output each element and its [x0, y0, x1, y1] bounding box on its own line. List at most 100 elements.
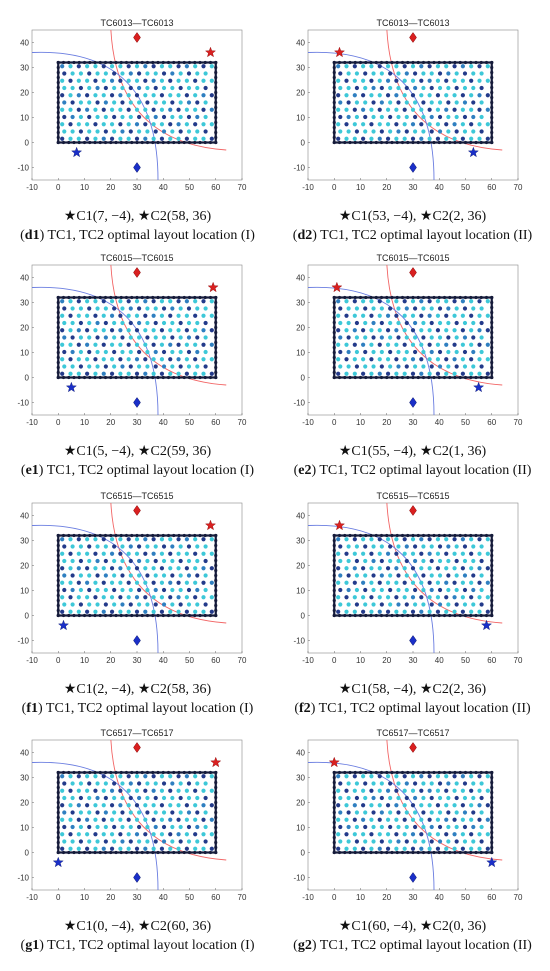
- panel-title: TC6015—TC6015: [100, 253, 173, 263]
- dot: [413, 824, 418, 830]
- border-dot: [82, 613, 87, 618]
- red-star-c2: [205, 519, 216, 531]
- blue-diamond-marker: [409, 162, 417, 173]
- dot: [76, 107, 81, 112]
- x-tick-label: 60: [487, 893, 496, 902]
- dot: [70, 544, 75, 549]
- border-dot: [332, 598, 336, 603]
- dot: [419, 371, 424, 376]
- dot: [462, 781, 468, 786]
- dot: [76, 328, 81, 333]
- dot: [354, 587, 360, 593]
- border-dot: [187, 140, 192, 145]
- dot: [338, 795, 343, 801]
- border-dot: [56, 830, 60, 835]
- dot: [369, 122, 374, 127]
- dot: [394, 566, 399, 571]
- dot: [151, 580, 156, 585]
- border-dot: [395, 770, 399, 775]
- border-dot: [161, 770, 165, 775]
- border-dot: [421, 613, 426, 618]
- dot: [469, 551, 474, 556]
- dot: [369, 609, 374, 614]
- border-dot: [490, 583, 494, 588]
- dot: [178, 71, 183, 76]
- border-dot: [406, 375, 410, 380]
- dot: [178, 558, 183, 564]
- dot: [95, 349, 100, 355]
- dot: [184, 817, 189, 822]
- border-dot: [332, 65, 336, 70]
- x-tick-label: -10: [26, 418, 38, 427]
- dot: [87, 306, 92, 311]
- border-dot: [103, 60, 108, 65]
- dot: [120, 810, 125, 815]
- dot: [427, 846, 432, 851]
- dot: [460, 846, 465, 851]
- dot: [396, 602, 401, 607]
- dot: [479, 602, 484, 607]
- border-dot: [490, 100, 494, 105]
- border-dot: [198, 613, 202, 618]
- dot: [145, 602, 150, 607]
- border-dot: [442, 613, 447, 618]
- panel-d1: TC6013—TC6013-10 0 10 20 30 40 50 60 70-10010203…: [17, 18, 247, 192]
- border-dot: [56, 305, 60, 310]
- dot: [168, 78, 173, 83]
- dot: [85, 803, 90, 808]
- dot: [186, 587, 192, 593]
- border-dot: [56, 805, 60, 810]
- border-dot: [400, 613, 405, 618]
- border-dot: [124, 60, 129, 65]
- dot: [134, 817, 140, 822]
- border-dot: [56, 538, 60, 543]
- border-dot: [348, 140, 352, 145]
- dot: [354, 335, 360, 340]
- dot: [454, 573, 459, 578]
- dot: [454, 335, 459, 340]
- dot: [454, 71, 459, 76]
- dot: [145, 544, 150, 549]
- dot: [101, 299, 106, 304]
- dot: [176, 342, 181, 347]
- dot: [76, 803, 81, 808]
- dot: [134, 107, 140, 112]
- dot: [101, 803, 106, 808]
- dot: [379, 587, 384, 593]
- dot: [95, 114, 100, 120]
- curves: [32, 30, 227, 180]
- dot: [413, 587, 418, 593]
- dot: [209, 580, 214, 585]
- dot: [76, 595, 81, 600]
- x-tick-label: 50: [461, 656, 470, 665]
- dot: [352, 803, 357, 808]
- dot: [78, 839, 84, 844]
- border-dot: [156, 140, 160, 145]
- border-dot: [151, 375, 155, 380]
- dot: [469, 580, 474, 585]
- dot: [170, 781, 175, 786]
- dot: [120, 306, 125, 311]
- dot: [460, 803, 465, 808]
- dot: [336, 846, 341, 851]
- dot: [336, 357, 341, 362]
- dot: [85, 788, 90, 793]
- y-tick-label: 20: [296, 562, 305, 571]
- dot: [396, 306, 401, 311]
- dot: [471, 810, 476, 815]
- dot: [446, 114, 451, 120]
- border-dot: [479, 60, 483, 65]
- dot: [178, 364, 183, 369]
- dot: [471, 335, 476, 340]
- panel-title: TC6515—TC6515: [100, 491, 173, 501]
- border-dot: [427, 60, 431, 65]
- caption-text: TC1, TC2 optimal layout location (II): [316, 228, 533, 243]
- dot: [413, 544, 418, 549]
- border-dot: [93, 140, 97, 145]
- border-dot: [374, 295, 378, 300]
- dot: [371, 602, 376, 607]
- dot: [404, 781, 409, 786]
- y-tick-label: -10: [17, 637, 29, 646]
- blue-curve: [308, 761, 435, 890]
- dot: [462, 100, 468, 105]
